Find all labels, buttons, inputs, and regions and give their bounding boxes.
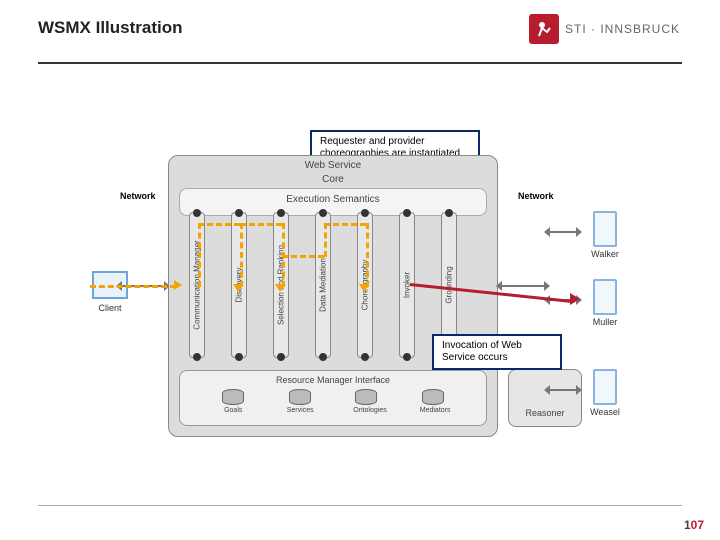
srv-link-3 bbox=[550, 389, 576, 391]
server-weasel: Weasel bbox=[580, 369, 630, 417]
logo-text: STI · INNSBRUCK bbox=[565, 22, 680, 36]
core-label: Web Service bbox=[169, 160, 497, 171]
flow-h4 bbox=[324, 223, 366, 226]
network-label-left: Network bbox=[120, 191, 156, 201]
server-icon bbox=[593, 369, 617, 405]
flow-entry bbox=[90, 285, 176, 288]
exec-semantics-box: Execution Semantics bbox=[179, 188, 487, 216]
flow-v4 bbox=[324, 223, 327, 257]
server-icon bbox=[593, 211, 617, 247]
flow-head3 bbox=[275, 284, 285, 292]
core-box: Web Service Core Execution Semantics Com… bbox=[168, 155, 498, 437]
cyl-mediators: Mediators bbox=[420, 389, 446, 414]
flow-entry-head bbox=[174, 280, 182, 290]
rmi-box: Resource Manager Interface Goals Service… bbox=[179, 370, 487, 426]
server-label-muller: Muller bbox=[580, 317, 630, 327]
rmi-title: Resource Manager Interface bbox=[180, 371, 486, 385]
cyl-services: Services bbox=[287, 389, 313, 414]
server-label-walker: Walker bbox=[580, 249, 630, 259]
client-node: Client bbox=[80, 271, 140, 313]
logo-area: STI · INNSBRUCK bbox=[529, 14, 680, 44]
flow-h1 bbox=[198, 223, 240, 226]
callout-right: Invocation of Web Service occurs bbox=[432, 334, 562, 370]
logo-icon bbox=[529, 14, 559, 44]
server-label-weasel: Weasel bbox=[580, 407, 630, 417]
footer-rule bbox=[38, 505, 682, 506]
flow-v2 bbox=[240, 223, 243, 287]
cyl-ontologies: Ontologies bbox=[353, 389, 379, 414]
net-link-right bbox=[502, 285, 544, 287]
network-label-right: Network bbox=[518, 191, 554, 201]
flow-head5 bbox=[359, 284, 369, 292]
component-comm-mgr: Communication Manager bbox=[189, 212, 205, 358]
client-label: Client bbox=[80, 303, 140, 313]
server-muller: Muller bbox=[580, 279, 630, 327]
flow-v1 bbox=[198, 223, 201, 287]
red-invoke-head bbox=[570, 293, 580, 305]
srv-link-1 bbox=[550, 231, 576, 233]
flow-v5 bbox=[366, 223, 369, 287]
title-rule bbox=[38, 62, 682, 64]
flow-h2 bbox=[240, 223, 282, 226]
reasoner-box: Reasoner bbox=[508, 369, 582, 427]
component-data-med: Data Mediation bbox=[315, 212, 331, 358]
core-sublabel: Core bbox=[169, 174, 497, 185]
cyl-goals: Goals bbox=[220, 389, 246, 414]
flow-head2 bbox=[233, 284, 243, 292]
server-walker: Walker bbox=[580, 211, 630, 259]
page-number: 107 bbox=[684, 518, 704, 532]
wsmx-diagram: Client Network Web Service Core Executio… bbox=[110, 155, 630, 440]
flow-h3 bbox=[282, 255, 324, 258]
server-icon bbox=[593, 279, 617, 315]
